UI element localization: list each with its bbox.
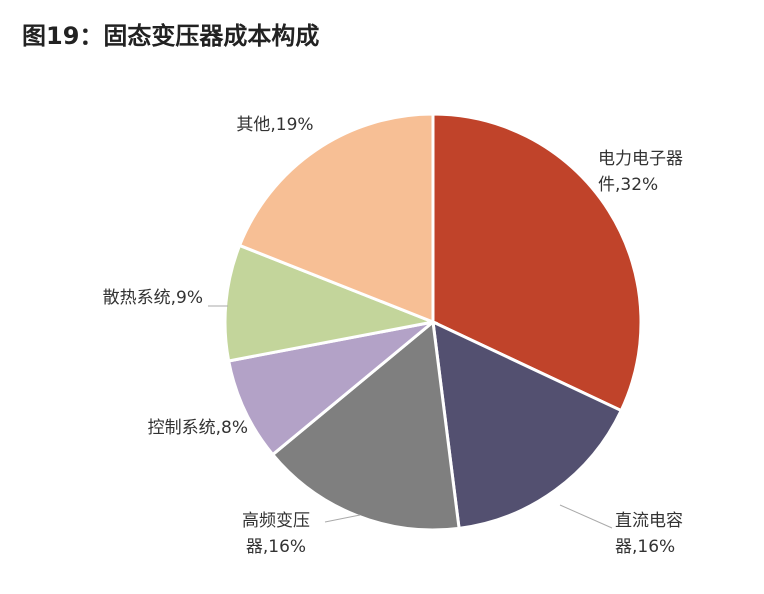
pie-slice xyxy=(431,112,643,413)
data-label: 控制系统,8% xyxy=(147,418,248,438)
pie-slice xyxy=(226,320,434,457)
data-label: 电力电子器件,32% xyxy=(598,149,683,195)
data-label: 其他,19% xyxy=(236,115,314,135)
leader-line xyxy=(324,514,361,523)
data-label: 直流电容器,16% xyxy=(615,511,683,557)
leader-line xyxy=(559,504,613,529)
pie-slice xyxy=(223,243,439,363)
pie-slice xyxy=(431,319,624,531)
pie-slice xyxy=(237,112,435,325)
chart-title: 图19：固态变压器成本构成 xyxy=(22,22,320,50)
data-label: 散热系统,9% xyxy=(102,288,203,308)
data-label: 高频变压器,16% xyxy=(242,511,310,557)
